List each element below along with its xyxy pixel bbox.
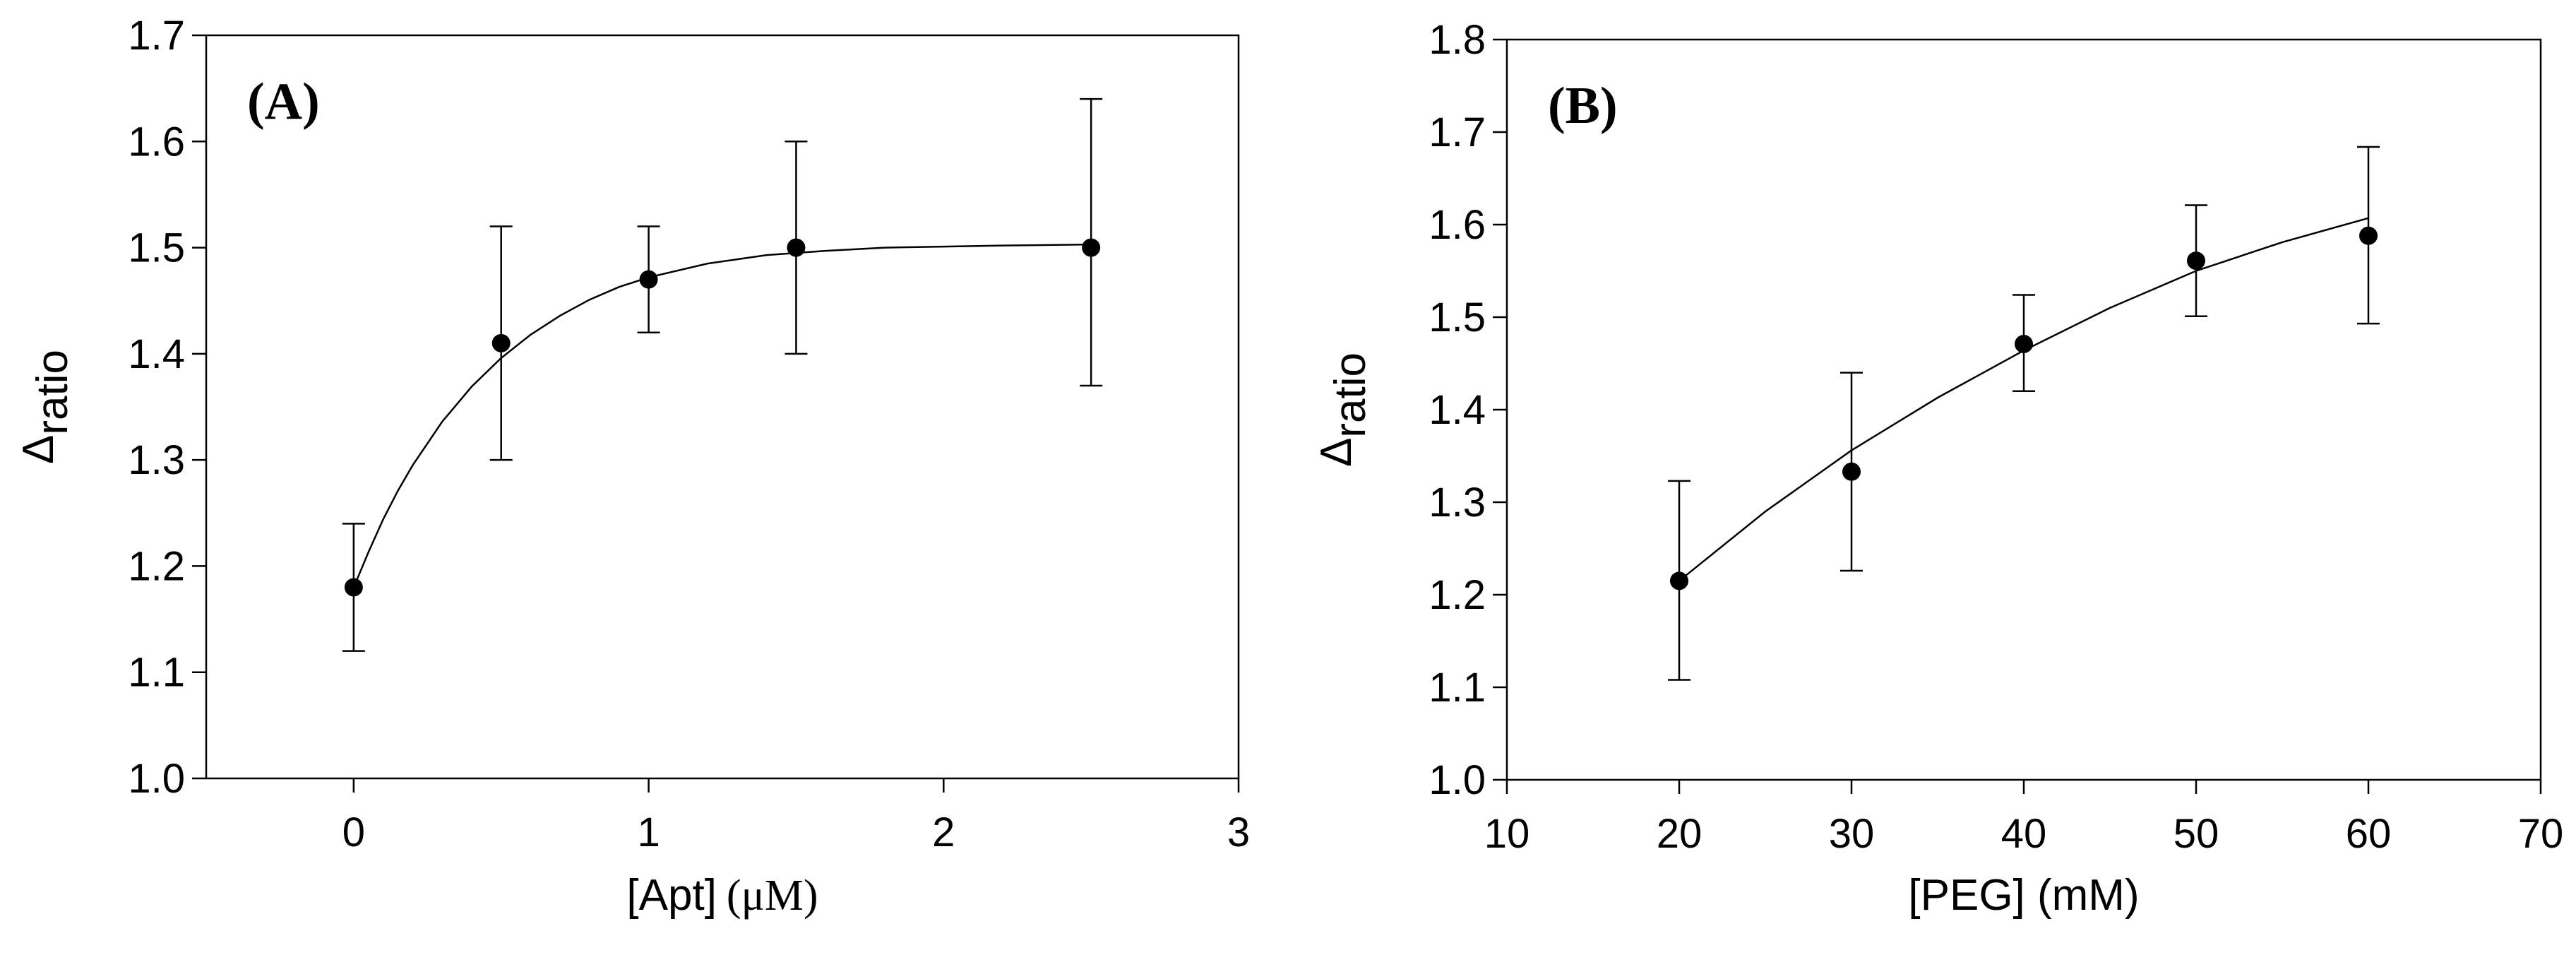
y-axis-title-a: Δratio [14, 350, 77, 464]
y-tick-label-a: 1.0 [128, 756, 185, 802]
data-point-b [1670, 571, 1688, 591]
fit-curve-a [352, 243, 1092, 588]
x-tick-label-b: 30 [1829, 811, 1875, 857]
data-point-b [2359, 226, 2378, 245]
y-tick-label-a: 1.5 [128, 225, 185, 271]
data-point-a [639, 270, 658, 289]
x-tick-label-a: 0 [342, 809, 365, 855]
y-tick-label-b: 1.3 [1429, 480, 1486, 526]
y-tick-label-b: 1.8 [1429, 17, 1486, 63]
y-tick-label-b: 1.7 [1429, 109, 1486, 155]
x-axis-title-a: [Apt] (μM) [626, 871, 818, 920]
x-tick-label-a: 2 [932, 809, 955, 855]
y-tick-label-b: 1.0 [1429, 757, 1486, 803]
y-tick-label-a: 1.7 [128, 13, 185, 59]
x-axis-title-b: [PEG] (mM) [1908, 871, 2139, 920]
y-tick-label-a: 1.2 [128, 543, 185, 589]
x-tick-label-b: 60 [2346, 811, 2392, 857]
data-point-a [1082, 238, 1101, 257]
plot-frame-b [1505, 38, 2542, 781]
data-point-b [1842, 462, 1861, 481]
y-tick-label-b: 1.1 [1429, 665, 1486, 711]
data-point-a [344, 578, 363, 597]
panel-label-b: (B) [1548, 77, 1618, 135]
panel-a-apt-chart: 1.0 1.1 1.2 1.3 1.4 1.5 1.6 1.7 0 1 2 3 (A) [Apt] (μM)… [14, 13, 1250, 920]
y-tick-label-a: 1.1 [128, 650, 185, 696]
y-tick-label-b: 1.6 [1429, 202, 1486, 248]
y-axis-title-b: Δratio [1312, 352, 1375, 467]
fit-curve-b [1678, 217, 2369, 582]
x-tick-label-a: 1 [637, 809, 660, 855]
y-tick-label-a: 1.3 [128, 437, 185, 483]
x-tick-label-b: 20 [1657, 811, 1703, 857]
data-point-b [2187, 251, 2205, 271]
plot-frame-a [205, 34, 1240, 780]
data-point-a [787, 238, 806, 257]
x-tick-label-b: 40 [2001, 811, 2047, 857]
data-point-b [2015, 334, 2033, 353]
x-tick-label-b: 50 [2174, 811, 2219, 857]
x-tick-label-b: 10 [1484, 811, 1530, 857]
data-point-a [491, 333, 511, 352]
x-tick-label-a: 3 [1227, 809, 1250, 855]
y-tick-label-a: 1.4 [128, 331, 185, 377]
y-tick-label-b: 1.2 [1429, 572, 1486, 618]
x-tick-label-b: 70 [2518, 811, 2564, 857]
panel-label-a: (A) [247, 73, 320, 131]
y-tick-label-b: 1.5 [1429, 295, 1486, 340]
y-tick-label-b: 1.4 [1429, 387, 1486, 433]
y-tick-label-a: 1.6 [128, 119, 185, 165]
panel-b-peg-chart: 1.0 1.1 1.2 1.3 1.4 1.5 1.6 1.7 1.8 10 20 30 40 50 60 7… [1312, 17, 2563, 920]
